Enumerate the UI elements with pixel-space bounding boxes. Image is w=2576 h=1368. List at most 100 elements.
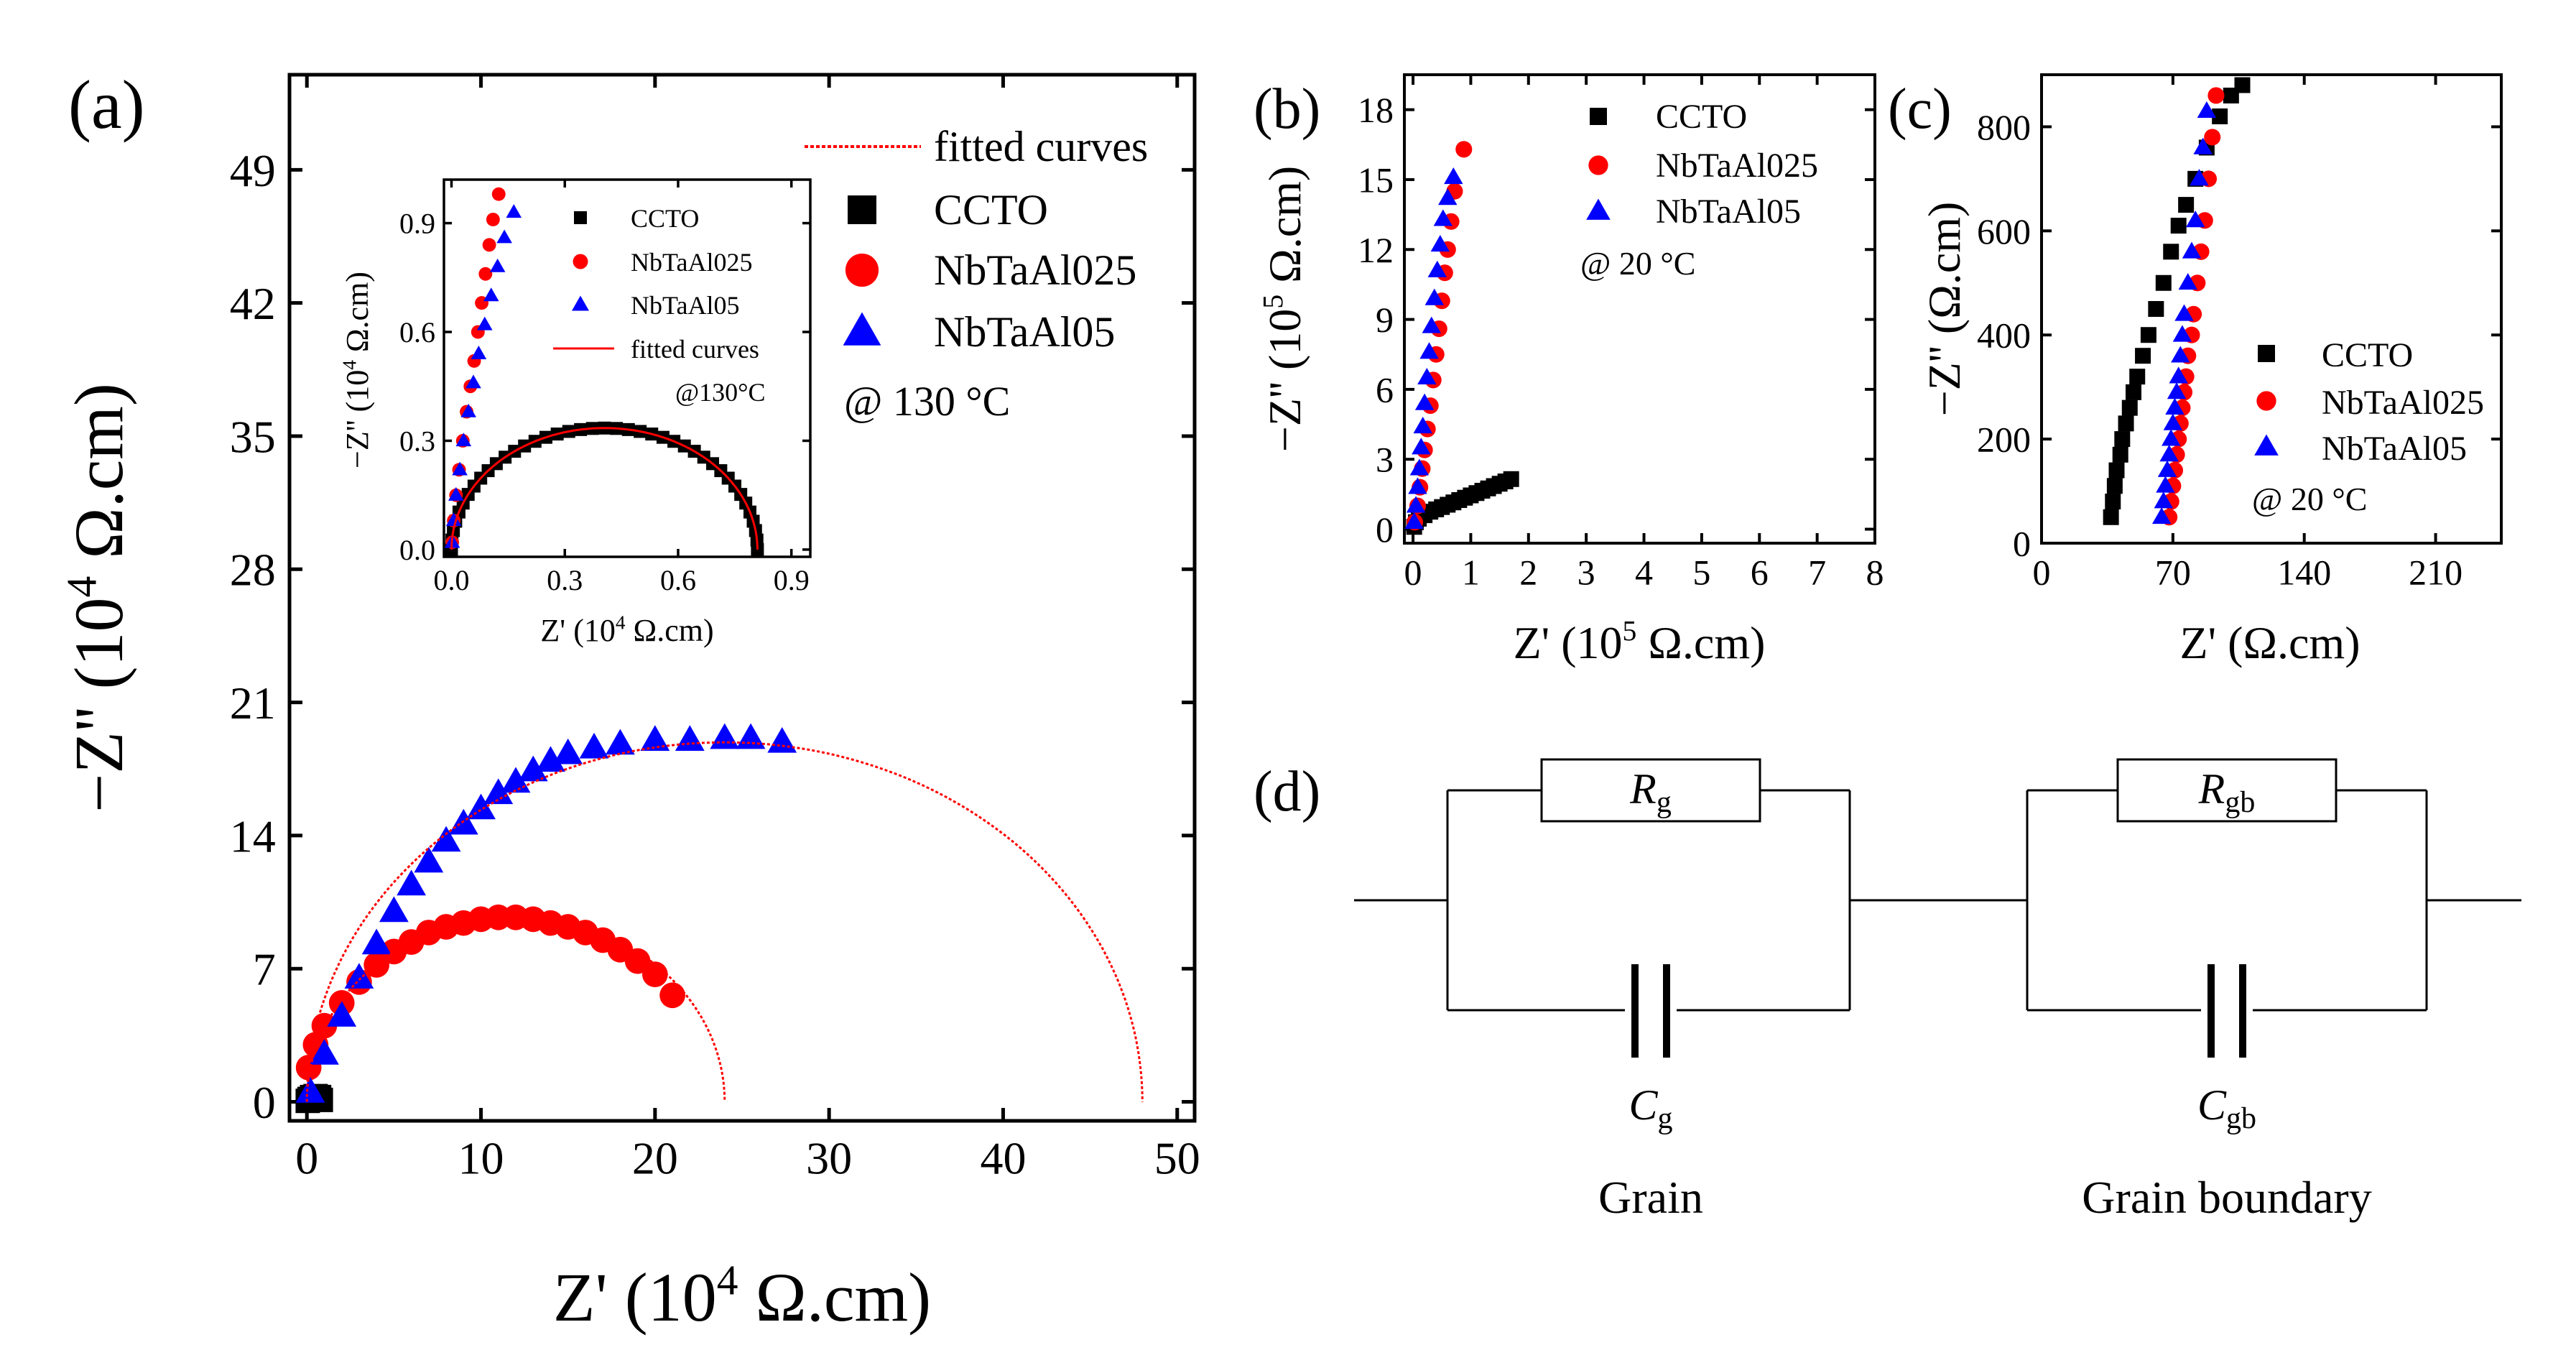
c-point-nbtaal05: [2169, 366, 2188, 384]
c-xtick-label: 0: [2033, 553, 2051, 593]
a-point-nbtaal05: [553, 738, 583, 764]
c-ytick-label: 600: [1977, 211, 2031, 251]
c-point-ccto: [2148, 301, 2164, 317]
c-point-nbtaal05: [2186, 211, 2205, 228]
legend-a-nbtaal05-swatch: [843, 312, 881, 346]
legend-b-nbtaal05-swatch: [1586, 198, 1611, 220]
legend-b-nbtaal025-swatch: [1588, 155, 1608, 175]
a-point-nbtaal05: [344, 963, 374, 989]
a-ytick-label: 42: [230, 278, 276, 329]
a_inset-point-nbtaal05: [496, 229, 512, 244]
resistor-label: Rg: [1629, 765, 1672, 819]
b-xtick-label: 6: [1751, 553, 1769, 593]
c-point-nbtaal025: [2204, 129, 2221, 146]
a_inset-ytick-label: 0.3: [399, 425, 435, 457]
legend-b-ccto-label: CCTO: [1656, 98, 1747, 136]
b-point-nbtaal05: [1404, 512, 1424, 530]
a-point-nbtaal05: [431, 826, 461, 852]
b-ytick-label: 18: [1358, 90, 1394, 130]
a_inset-point-nbtaal05: [445, 512, 462, 527]
legend-a-ccto-swatch: [848, 195, 876, 224]
legend-inset-ccto-swatch: [574, 211, 587, 224]
a-point-nbtaal05: [736, 723, 766, 749]
panel-c-annotation: @ 20 °C: [2252, 481, 2367, 517]
circuit-caption: Grain boundary: [2082, 1172, 2371, 1223]
a_inset-point-nbtaal05: [460, 403, 476, 417]
b-xtick-label: 2: [1519, 553, 1537, 593]
c-point-ccto: [2121, 399, 2138, 416]
b-xtick-label: 1: [1462, 553, 1480, 593]
a-point-nbtaal05: [483, 778, 514, 805]
c-point-ccto: [2129, 369, 2146, 385]
a-point-nbtaal05: [640, 725, 670, 751]
b-point-nbtaal05: [1433, 209, 1453, 226]
b-point-nbtaal05: [1424, 288, 1444, 305]
a-ytick-label: 21: [230, 678, 276, 729]
a_inset-point-nbtaal05: [452, 461, 468, 476]
c-point-nbtaal05: [2171, 346, 2190, 363]
b-ytick-label: 9: [1376, 300, 1394, 340]
legend-c-ccto-label: CCTO: [2322, 336, 2413, 374]
c-point-ccto: [2135, 348, 2151, 364]
a_inset-point-nbtaal05: [448, 486, 464, 501]
c-point-ccto: [2155, 274, 2172, 291]
b-xtick-label: 8: [1866, 553, 1884, 593]
legend-inset-nbtaal05-swatch: [572, 295, 589, 311]
a-point-nbtaal05: [361, 928, 392, 955]
c-point-ccto: [2108, 462, 2125, 479]
b-ytick-label: 3: [1376, 440, 1394, 480]
b-point-nbtaal05: [1422, 316, 1441, 333]
a_inset-axes-frame: [443, 178, 812, 558]
panel-d-label: (d): [1254, 760, 1320, 823]
b-point-nbtaal05: [1413, 417, 1432, 434]
c-ytick-label: 200: [1977, 420, 2031, 460]
c-xtick-label: 70: [2155, 553, 2191, 593]
a_inset-xtick-label: 0.0: [434, 564, 470, 596]
panel-a-label: (a): [68, 66, 145, 143]
a-ytick-label: 49: [230, 145, 276, 196]
b-point-nbtaal05: [1409, 458, 1430, 476]
resistor-label: Rgb: [2198, 765, 2256, 819]
c-ytick-label: 800: [1977, 107, 2031, 147]
c-point-nbtaal05: [2182, 241, 2202, 259]
inset-xlabel: Z' (104 Ω.cm): [540, 611, 713, 648]
legend-inset-nbtaal025-swatch: [573, 254, 588, 269]
panel-b-annotation: @ 20 °C: [1580, 245, 1695, 282]
c-axes-frame: [2040, 73, 2503, 545]
panel-b-ylabel: −Z'' (105 Ω.cm): [1258, 166, 1310, 452]
a_inset-ytick-label: 0.6: [399, 316, 435, 348]
b-point-nbtaal05: [1438, 188, 1458, 205]
c-point-ccto: [2118, 415, 2134, 432]
a_inset-point-nbtaal025: [491, 187, 506, 201]
a-ytick-label: 35: [230, 411, 276, 462]
a-xtick-label: 40: [980, 1133, 1026, 1184]
b-point-nbtaal05: [1430, 235, 1450, 252]
a-xtick-label: 20: [632, 1133, 678, 1184]
panel-a-annotation: @ 130 °C: [844, 378, 1010, 425]
a_inset-point-nbtaal05: [489, 258, 506, 272]
c-point-ccto: [2212, 108, 2228, 124]
c-point-ccto: [2234, 77, 2251, 93]
b-xtick-label: 0: [1404, 553, 1422, 593]
a-point-nbtaal05: [767, 726, 797, 753]
b-point-nbtaal05: [1417, 367, 1437, 385]
legend-inset-fitted-label: fitted curves: [631, 335, 759, 364]
a-ytick-label: 7: [253, 944, 276, 995]
legend-b-ccto-swatch: [1590, 108, 1607, 125]
resistor: [2116, 758, 2338, 823]
a-point-nbtaal025: [641, 961, 668, 988]
panel-c-ylabel: −Z'' (Ω.cm): [1919, 202, 1970, 417]
c-point-nbtaal05: [2190, 169, 2209, 186]
c-point-ccto: [2103, 509, 2119, 525]
b-ytick-label: 6: [1376, 369, 1394, 410]
a-point-nbtaal05: [414, 846, 444, 873]
b-point-ccto: [1503, 471, 1519, 487]
a_inset-point-nbtaal05: [465, 374, 481, 389]
c-point-ccto: [2105, 494, 2121, 510]
a-point-nbtaal05: [605, 729, 635, 755]
a-point-nbtaal025: [311, 1012, 338, 1039]
c-point-ccto: [2126, 384, 2141, 400]
c-point-nbtaal025: [2207, 87, 2225, 104]
c-point-ccto: [2140, 327, 2156, 343]
panel-b-xlabel: Z' (105 Ω.cm): [1514, 616, 1766, 668]
